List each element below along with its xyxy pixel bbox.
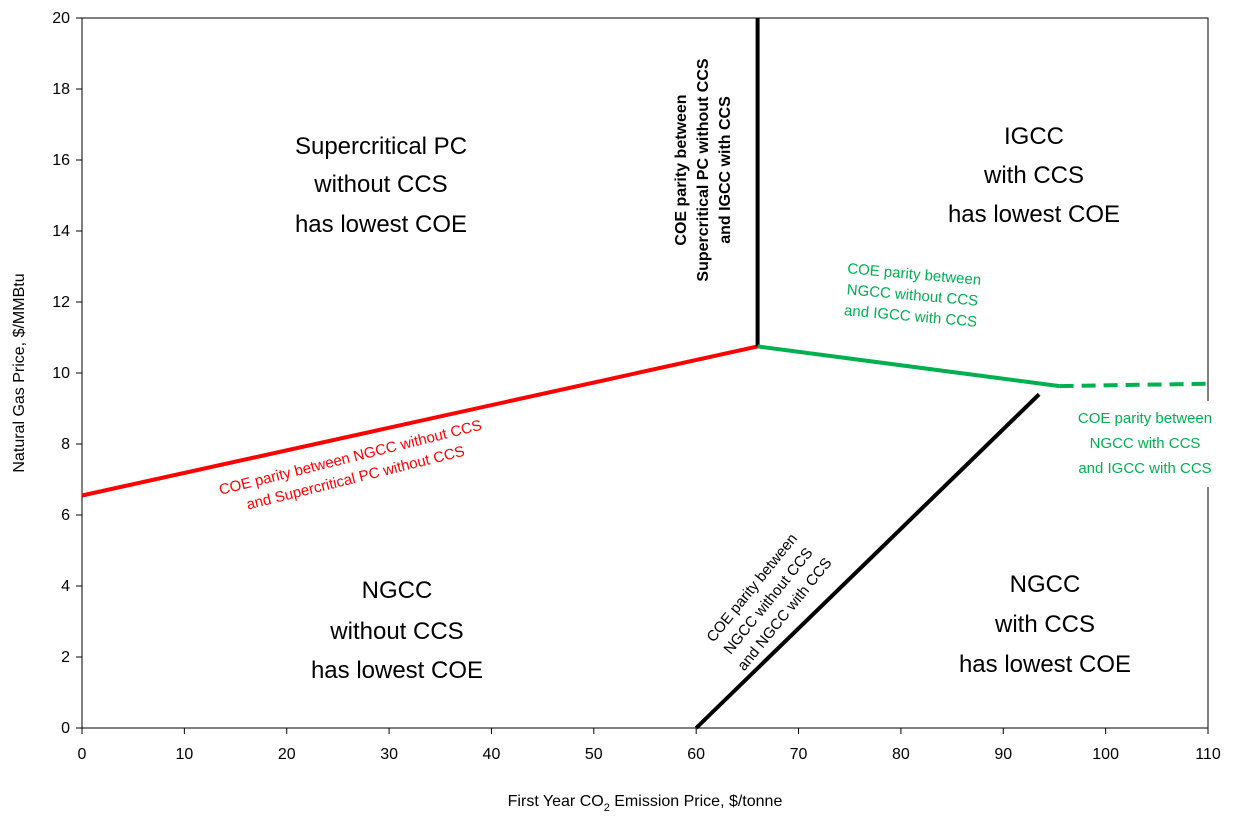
region-label-line: with CCS	[983, 162, 1084, 189]
region-label-ngcc-with-ccs: NGCC with CCS has lowest COE	[959, 571, 1131, 678]
annotation-line: COE parity between	[673, 94, 690, 245]
region-label-line: without CCS	[329, 618, 463, 645]
y-tick-label: 10	[52, 365, 70, 382]
y-tick-label: 20	[52, 10, 70, 27]
region-label-line: has lowest COE	[959, 651, 1131, 678]
x-tick-label: 30	[380, 746, 398, 763]
y-tick-label: 2	[61, 649, 70, 666]
region-label-line: has lowest COE	[311, 657, 483, 684]
x-tick-label: 80	[892, 746, 910, 763]
annotation-line: and IGCC with CCS	[717, 96, 734, 244]
annotation-ngcc-ccs-igcc-parity: COE parity between NGCC with CCS and IGC…	[1048, 401, 1242, 487]
region-label-line: with CCS	[994, 611, 1095, 638]
region-label-line: without CCS	[313, 171, 447, 198]
parity-line-2	[757, 344, 1060, 389]
region-label-supercritical-pc: Supercritical PC without CCS has lowest …	[295, 133, 467, 238]
y-tick-labels: 0 2 4 6 8 10 12 14 16 18 20	[52, 10, 70, 737]
y-tick-label: 8	[61, 436, 70, 453]
x-tick-label: 40	[483, 746, 501, 763]
annotation-line: NGCC with CCS	[1090, 435, 1201, 452]
x-tick-label: 10	[175, 746, 193, 763]
annotation-ngcc-supercritical-parity: COE parity between NGCC without CCS and …	[217, 417, 483, 514]
x-tick-label: 100	[1092, 746, 1119, 763]
parity-line-0	[81, 344, 759, 498]
y-axis-label: Natural Gas Price, $/MMBtu	[11, 273, 28, 472]
y-tick-label: 4	[61, 578, 70, 595]
parity-line-3	[1059, 381, 1209, 389]
region-label-line: Supercritical PC	[295, 133, 467, 160]
annotation-line: Supercritical PC without CCS	[695, 58, 712, 281]
annotation-ngcc-ccs-parity: COE parity between NGCC without CCS and …	[703, 530, 835, 674]
y-tick-label: 16	[52, 152, 70, 169]
region-label-line: NGCC	[362, 577, 433, 604]
x-tick-label: 90	[994, 746, 1012, 763]
series-lines	[81, 18, 1209, 730]
annotation-supercritical-igcc-parity: COE parity between Supercritical PC with…	[673, 58, 734, 281]
region-label-igcc-with-ccs: IGCC with CCS has lowest COE	[948, 123, 1120, 228]
x-tick-label: 110	[1195, 746, 1221, 763]
y-tick-label: 12	[52, 294, 70, 311]
region-label-line: has lowest COE	[295, 211, 467, 238]
region-label-line: IGCC	[1004, 123, 1064, 150]
region-label-line: has lowest COE	[948, 201, 1120, 228]
x-tick-labels: 0 10 20 30 40 50 60 70 80 90 100 110	[78, 746, 1221, 763]
annotation-ngcc-igcc-parity: COE parity between NGCC without CCS and …	[843, 260, 981, 330]
region-label-line: NGCC	[1010, 571, 1081, 598]
annotation-line: COE parity between	[1078, 410, 1212, 427]
x-axis-label: First Year CO2 Emission Price, $/tonne	[508, 793, 783, 814]
y-tick-label: 0	[61, 720, 70, 737]
x-tick-label: 60	[687, 746, 705, 763]
region-label-ngcc-without-ccs: NGCC without CCS has lowest COE	[311, 577, 483, 684]
x-tick-label: 70	[790, 746, 808, 763]
x-tick-label: 0	[78, 746, 87, 763]
y-tick-label: 14	[52, 223, 70, 240]
parity-line-4	[694, 392, 1041, 730]
y-tick-label: 6	[61, 507, 70, 524]
x-tick-label: 20	[278, 746, 296, 763]
y-tick-label: 18	[52, 81, 70, 98]
x-tick-label: 50	[585, 746, 603, 763]
axes	[76, 17, 1209, 734]
annotation-line: and IGCC with CCS	[1078, 460, 1211, 477]
